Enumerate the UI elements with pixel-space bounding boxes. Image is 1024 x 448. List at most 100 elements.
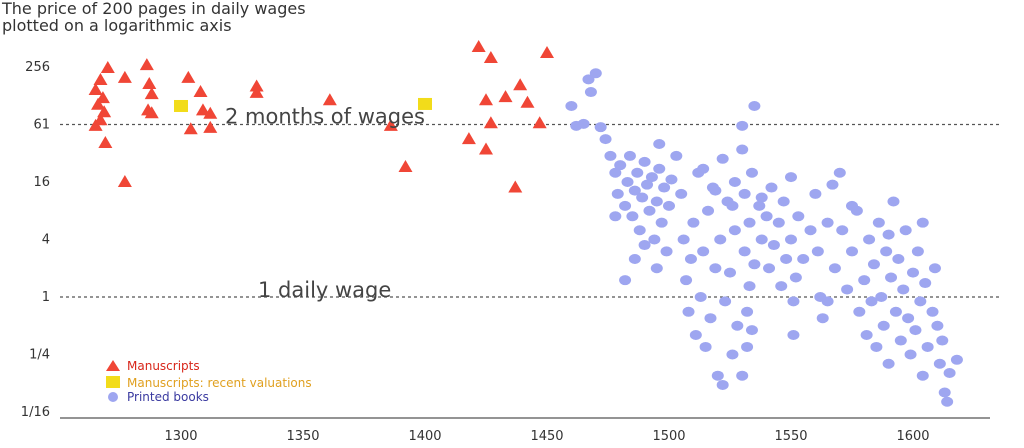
printed-book-point <box>665 174 678 185</box>
printed-book-point <box>916 370 929 381</box>
manuscript-point <box>98 135 113 148</box>
manuscript-point <box>203 120 218 133</box>
printed-book-point <box>745 167 758 178</box>
reference-label-daily-wage: 1 daily wage <box>258 278 391 302</box>
printed-book-point <box>633 225 646 236</box>
manuscript-point <box>498 90 513 103</box>
printed-book-point <box>670 150 683 161</box>
y-tick-label: 1 <box>42 290 50 305</box>
x-tick-label: 1450 <box>530 429 563 444</box>
x-tick-label: 1500 <box>652 429 685 444</box>
printed-book-point <box>846 200 858 211</box>
printed-book-point <box>677 234 690 245</box>
printed-book-point <box>684 253 697 264</box>
printed-book-point <box>623 150 636 161</box>
printed-book-point <box>631 167 644 178</box>
printed-book-point <box>846 246 858 257</box>
printed-book-point <box>943 368 956 379</box>
printed-book-point <box>863 234 876 245</box>
manuscript-point <box>398 159 413 172</box>
recent-valuation-point <box>418 97 432 110</box>
manuscript-point <box>117 175 132 187</box>
printed-book-point <box>889 306 902 317</box>
printed-book-point <box>931 320 944 331</box>
manuscript-point <box>520 95 535 108</box>
manuscript-point <box>483 51 498 64</box>
printed-book-point <box>609 167 622 178</box>
printed-book-point <box>741 306 754 317</box>
manuscript-point <box>249 79 264 92</box>
manuscript-point <box>91 97 106 110</box>
y-tick-label: 1/16 <box>21 405 50 420</box>
reference-label-2-months: 2 months of wages <box>225 105 425 129</box>
manuscript-point <box>322 93 337 106</box>
printed-book-point <box>860 330 873 341</box>
printed-book-point <box>660 246 673 257</box>
legend-triangle-icon <box>106 360 120 371</box>
printed-book-point <box>716 379 729 390</box>
printed-book-point <box>694 292 707 302</box>
manuscript-point <box>139 58 154 71</box>
manuscript-point <box>100 60 115 73</box>
printed-book-point <box>950 354 963 365</box>
printed-book-point <box>619 200 632 211</box>
printed-book-point <box>743 217 756 228</box>
printed-book-point <box>728 177 741 187</box>
y-tick-label: 4 <box>42 233 50 248</box>
manuscript-point <box>144 106 159 119</box>
manuscript-point <box>93 73 108 86</box>
manuscript-point <box>513 78 528 91</box>
printed-book-point <box>599 134 612 145</box>
printed-book-point <box>828 263 841 274</box>
printed-book-point <box>870 341 883 352</box>
printed-book-point <box>626 211 639 222</box>
printed-book-point <box>648 234 661 245</box>
printed-book-point <box>653 163 666 174</box>
recent-valuation-point <box>174 99 188 112</box>
manuscript-point <box>508 180 523 193</box>
manuscript-point <box>479 142 493 155</box>
printed-book-point <box>638 240 651 251</box>
printed-book-point <box>604 150 617 161</box>
printed-book-point <box>680 275 693 286</box>
printed-book-point <box>926 306 939 317</box>
manuscript-point <box>540 45 554 58</box>
printed-book-point <box>865 296 878 307</box>
manuscript-point <box>95 91 110 104</box>
printed-book-point <box>787 330 800 341</box>
printed-book-point <box>797 253 810 264</box>
x-tick-label: 1400 <box>408 429 441 444</box>
printed-book-point <box>904 349 917 360</box>
legend-label-recent: Manuscripts: recent valuations <box>127 376 312 390</box>
manuscript-point <box>471 39 486 52</box>
manuscript-point <box>181 70 196 83</box>
printed-book-point <box>611 188 624 199</box>
printed-book-point <box>736 120 749 131</box>
printed-book-point <box>726 200 739 211</box>
printed-book-point <box>877 320 890 331</box>
printed-book-point <box>584 87 597 98</box>
printed-book-point <box>880 246 893 257</box>
printed-book-point <box>853 306 866 317</box>
printed-book-point <box>755 192 768 203</box>
manuscript-point <box>117 70 132 83</box>
printed-book-point <box>689 330 702 341</box>
chart-title: The price of 200 pages in daily wages pl… <box>2 0 306 34</box>
printed-book-point <box>785 172 797 183</box>
printed-book-point <box>658 182 671 193</box>
printed-book-point <box>748 100 761 111</box>
printed-book-point <box>748 259 761 270</box>
printed-book-point <box>777 196 790 207</box>
x-tick-label: 1350 <box>286 429 319 444</box>
y-tick-label: 16 <box>33 175 50 190</box>
printed-book-point <box>736 144 749 155</box>
printed-book-point <box>638 156 651 167</box>
printed-book-point <box>699 341 712 352</box>
printed-book-point <box>792 211 805 222</box>
printed-book-point <box>577 118 590 129</box>
printed-book-point <box>804 225 817 236</box>
printed-book-point <box>738 246 751 257</box>
printed-book-point <box>882 229 895 240</box>
printed-book-point <box>650 263 663 274</box>
